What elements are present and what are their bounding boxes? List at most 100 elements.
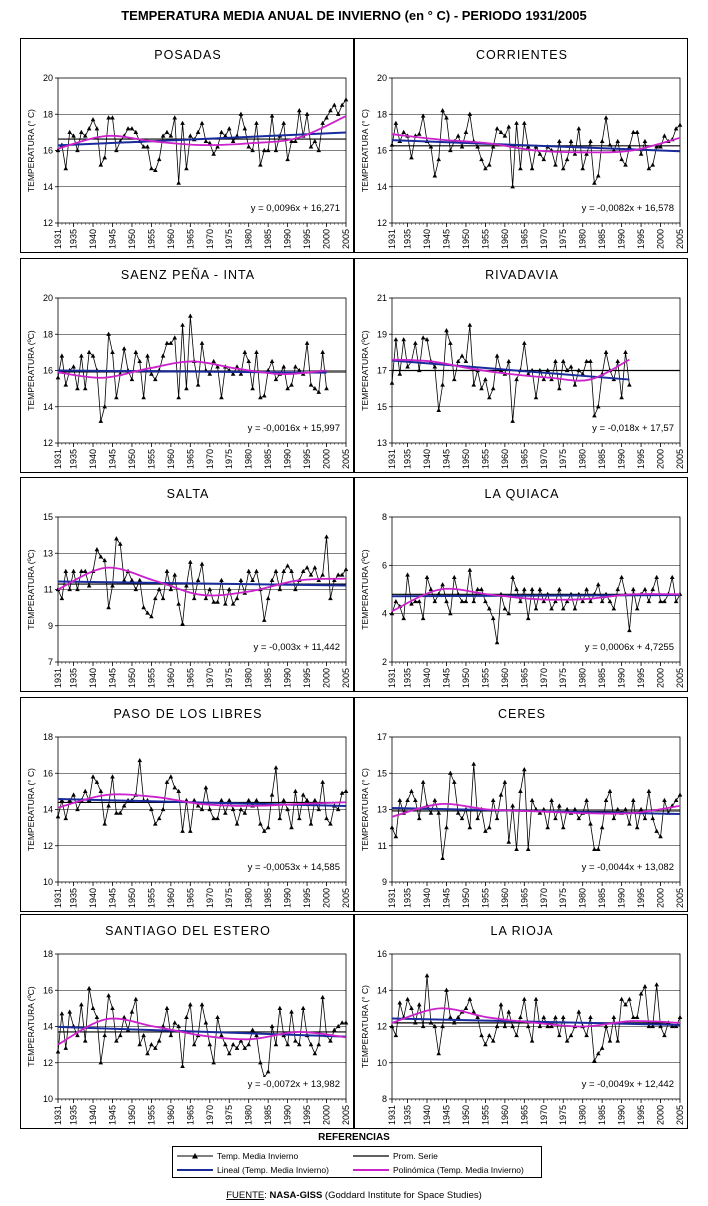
- data-point: [156, 156, 162, 162]
- data-point: [677, 792, 683, 797]
- x-tick-label: 1965: [519, 449, 529, 469]
- data-point: [230, 138, 236, 144]
- polynomial-trend-line: [57, 115, 347, 150]
- y-tick-label: 11: [44, 585, 53, 595]
- data-point: [486, 162, 492, 167]
- data-point: [215, 144, 220, 149]
- data-point: [638, 991, 644, 996]
- data-point: [176, 601, 181, 606]
- data-point: [293, 138, 298, 144]
- data-point: [106, 993, 111, 998]
- data-point: [603, 115, 609, 120]
- x-tick-label: 1945: [441, 229, 451, 249]
- data-point: [498, 792, 504, 797]
- data-point: [261, 147, 267, 153]
- y-tick-label: 20: [377, 73, 387, 83]
- x-tick-label: 1975: [224, 1105, 234, 1125]
- equation-bg: [566, 201, 676, 215]
- data-point: [285, 806, 290, 812]
- x-tick-label: 2005: [341, 449, 351, 469]
- data-point: [285, 563, 290, 568]
- data-point: [226, 797, 232, 803]
- y-axis-label: TEMPERATURA (ºC): [26, 330, 36, 411]
- data-point: [79, 353, 84, 358]
- data-point: [440, 855, 445, 861]
- x-tick-label: 1950: [461, 1105, 471, 1125]
- data-point: [413, 797, 418, 803]
- data-point: [145, 144, 150, 149]
- data-point: [98, 1060, 104, 1065]
- data-point: [494, 1023, 500, 1029]
- linear-trend-line: [57, 131, 347, 147]
- y-tick-label: 10: [43, 877, 53, 887]
- data-point: [662, 1032, 667, 1038]
- y-tick-label: 6: [382, 560, 387, 570]
- data-point: [673, 598, 679, 604]
- data-point: [149, 614, 154, 619]
- data-point: [576, 1009, 582, 1014]
- y-tick-label: 13: [43, 548, 53, 558]
- chart-title: SANTIAGO DEL ESTERO: [105, 924, 271, 938]
- data-point: [510, 574, 515, 580]
- data-point: [82, 386, 88, 391]
- data-point: [428, 810, 434, 815]
- data-point: [502, 779, 508, 784]
- data-point: [121, 1014, 127, 1020]
- y-tick-label: 10: [43, 1094, 53, 1104]
- data-point: [55, 1049, 61, 1054]
- x-tick-label: 1955: [480, 888, 490, 908]
- data-point: [630, 1014, 636, 1020]
- data-point: [494, 126, 500, 131]
- data-point: [164, 1005, 170, 1010]
- data-point: [486, 395, 492, 400]
- data-point: [102, 404, 108, 409]
- data-point: [510, 803, 515, 808]
- data-point: [490, 386, 496, 391]
- data-point: [320, 779, 325, 784]
- data-point: [238, 806, 244, 812]
- x-tick-label: 1990: [283, 229, 293, 249]
- x-tick-label: 1955: [146, 888, 156, 908]
- x-tick-label: 1990: [283, 1105, 293, 1125]
- data-point: [541, 376, 547, 382]
- data-point: [518, 166, 523, 171]
- data-point: [522, 586, 527, 592]
- data-point: [94, 1014, 100, 1020]
- data-point: [409, 1005, 414, 1010]
- data-point: [483, 598, 488, 604]
- data-point: [226, 126, 232, 131]
- data-point: [397, 371, 403, 376]
- trend-equation: y = -0,0082x + 16,578: [582, 203, 674, 214]
- data-point: [623, 162, 628, 167]
- data-point: [335, 1023, 341, 1029]
- data-point: [114, 810, 119, 815]
- data-point: [324, 115, 329, 120]
- chart-panel: LA QUIACA 2 4 6 8 1931 1935 1940 1945 1950 1955 196…: [354, 477, 688, 692]
- data-point: [615, 586, 621, 592]
- data-point: [164, 779, 170, 784]
- data-point: [223, 810, 228, 815]
- data-point: [549, 606, 554, 611]
- data-point: [168, 340, 174, 345]
- data-point: [98, 162, 104, 167]
- data-point: [553, 358, 558, 364]
- data-point: [518, 788, 523, 793]
- x-tick-label: 2005: [341, 229, 351, 249]
- y-tick-label: 10: [377, 1058, 387, 1068]
- data-point: [304, 111, 310, 116]
- y-tick-label: 18: [43, 949, 53, 959]
- data-point: [514, 1032, 519, 1038]
- data-point: [324, 534, 329, 539]
- data-point: [479, 386, 484, 391]
- x-tick-label: 1990: [617, 668, 627, 688]
- x-tick-label: 1970: [539, 229, 549, 249]
- x-tick-label: 1955: [146, 229, 156, 249]
- data-point: [673, 126, 679, 131]
- data-point: [149, 806, 154, 812]
- data-point: [522, 996, 527, 1001]
- y-tick-label: 16: [43, 366, 53, 376]
- data-point: [328, 1038, 333, 1043]
- data-point: [230, 806, 236, 812]
- x-tick-label: 1975: [224, 888, 234, 908]
- data-point: [654, 828, 659, 833]
